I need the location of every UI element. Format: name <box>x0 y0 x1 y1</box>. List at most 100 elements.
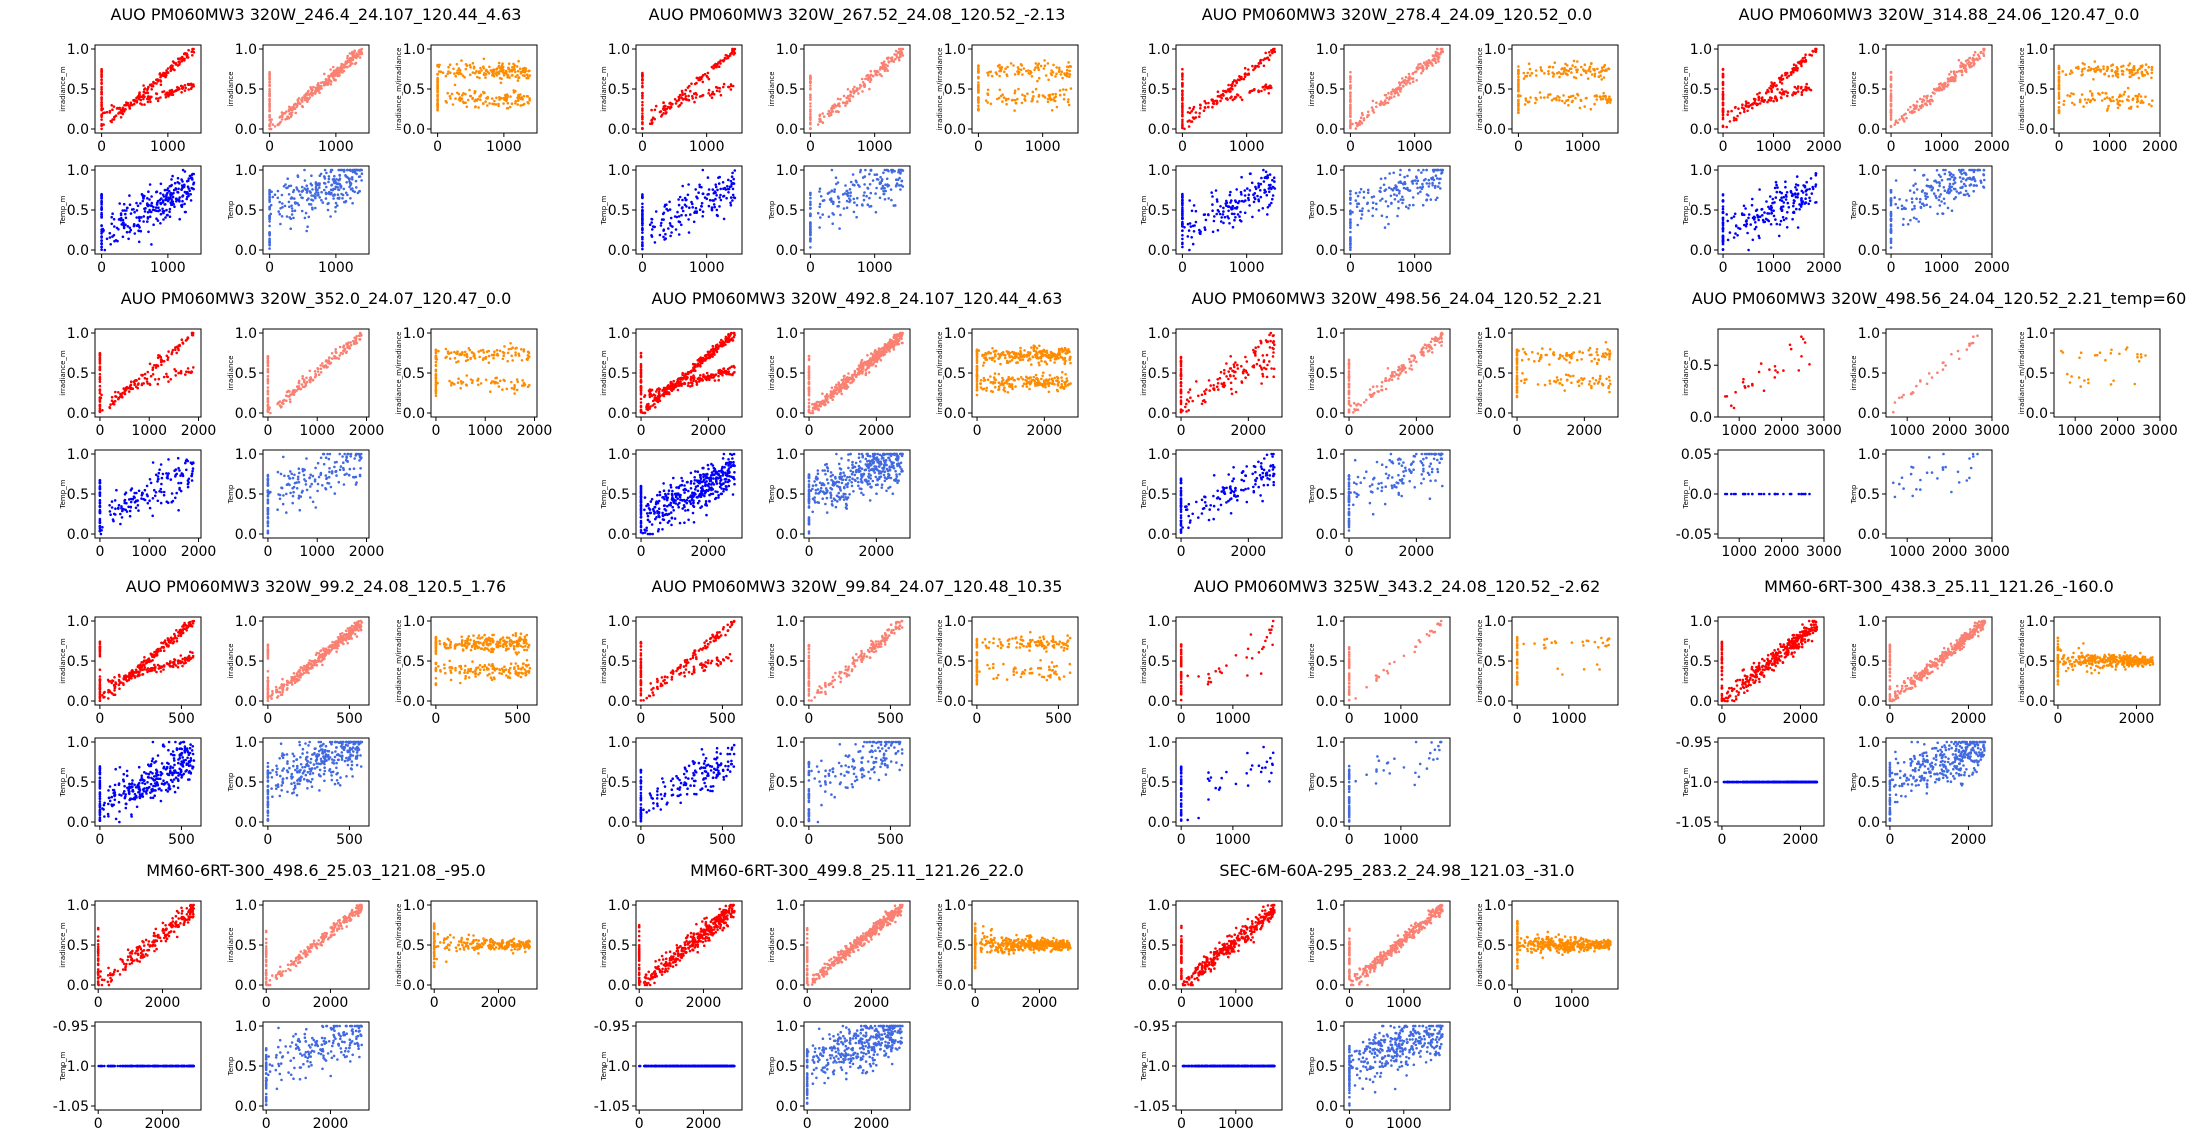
x-tick-label: 1000 <box>318 260 354 276</box>
data-point <box>678 220 682 224</box>
data-point <box>714 185 718 189</box>
data-point <box>1767 212 1771 215</box>
data-point <box>161 207 164 211</box>
data-point <box>2057 106 2061 109</box>
data-point <box>2151 99 2154 102</box>
data-point <box>1942 197 1946 201</box>
data-point <box>471 61 475 65</box>
data-point <box>192 50 196 54</box>
data-point <box>1922 204 1926 207</box>
y-tick-label: 0.0 <box>776 243 798 259</box>
data-point <box>271 195 275 199</box>
data-point <box>119 108 123 112</box>
data-point <box>125 206 129 210</box>
data-point <box>176 181 179 184</box>
data-point <box>1535 74 1538 77</box>
y-tick-label: 0.5 <box>403 82 425 98</box>
data-point <box>1736 114 1739 118</box>
data-point <box>1031 90 1035 94</box>
data-point <box>1250 181 1254 185</box>
data-point <box>1349 110 1352 113</box>
data-point <box>170 178 173 181</box>
data-point <box>1601 97 1605 101</box>
data-point <box>716 86 719 90</box>
data-point <box>149 204 152 207</box>
data-point <box>183 170 187 173</box>
data-point <box>1379 199 1382 202</box>
x-tick-label: 1000 <box>1756 139 1792 155</box>
data-point <box>1745 222 1749 226</box>
data-point <box>1236 213 1240 216</box>
data-point <box>126 225 130 228</box>
data-point <box>641 115 644 119</box>
data-point <box>516 69 520 73</box>
data-point <box>1590 73 1594 76</box>
data-point <box>1227 83 1230 87</box>
data-point <box>853 201 856 204</box>
data-point <box>110 222 113 226</box>
data-point <box>1889 231 1893 235</box>
data-point <box>1434 50 1438 54</box>
data-point <box>1271 197 1274 201</box>
data-point <box>167 350 170 353</box>
data-point <box>303 216 307 220</box>
data-point <box>155 92 159 96</box>
data-point <box>1349 226 1352 229</box>
data-point <box>323 168 327 172</box>
data-point <box>1903 120 1906 123</box>
data-point <box>479 94 482 98</box>
data-point <box>719 193 722 197</box>
data-point <box>977 87 980 90</box>
data-point <box>2141 64 2144 67</box>
data-point <box>1747 213 1751 216</box>
data-point <box>329 68 332 71</box>
data-point <box>1068 75 1071 78</box>
data-point <box>1538 91 1542 94</box>
data-point <box>1432 57 1436 60</box>
data-point <box>1804 85 1807 89</box>
data-point <box>268 244 271 247</box>
data-point <box>180 178 183 181</box>
data-point <box>1761 214 1764 217</box>
data-point <box>1017 68 1020 71</box>
data-point <box>1572 59 1576 63</box>
data-point <box>117 107 121 110</box>
data-point <box>1910 111 1914 114</box>
data-point <box>1211 105 1214 109</box>
data-point <box>1563 101 1567 105</box>
y-tick-label: 0.0 <box>608 243 630 259</box>
data-point <box>268 83 271 87</box>
data-point <box>1929 102 1932 106</box>
x-tick-label: 1000 <box>150 139 186 155</box>
data-point <box>2057 66 2061 69</box>
data-point <box>293 201 297 204</box>
data-point <box>664 237 667 240</box>
y-tick-label: 0.5 <box>1858 203 1880 219</box>
x-tick-label: 1000 <box>1924 260 1960 276</box>
data-point <box>1227 89 1230 92</box>
data-point <box>338 174 342 177</box>
data-point <box>1576 92 1579 96</box>
data-point <box>280 118 284 121</box>
data-point <box>2057 101 2061 105</box>
data-point <box>1552 97 1556 101</box>
data-point <box>1770 96 1773 100</box>
data-point <box>2144 95 2147 98</box>
data-point <box>1786 211 1789 214</box>
data-point <box>170 67 173 71</box>
data-point <box>864 168 867 172</box>
data-point <box>178 196 181 199</box>
data-point <box>286 177 290 180</box>
data-point <box>1433 186 1437 189</box>
data-point <box>100 118 103 121</box>
data-point <box>1721 240 1725 243</box>
x-tick-label: 2000 <box>1974 139 2010 155</box>
x-tick-label: 0 <box>1178 139 1187 155</box>
data-point <box>1233 84 1237 87</box>
data-point <box>1422 61 1426 64</box>
data-point <box>1936 212 1939 216</box>
data-point <box>2103 72 2106 76</box>
data-point <box>1349 236 1352 240</box>
y-tick-label: 0.5 <box>67 82 89 98</box>
